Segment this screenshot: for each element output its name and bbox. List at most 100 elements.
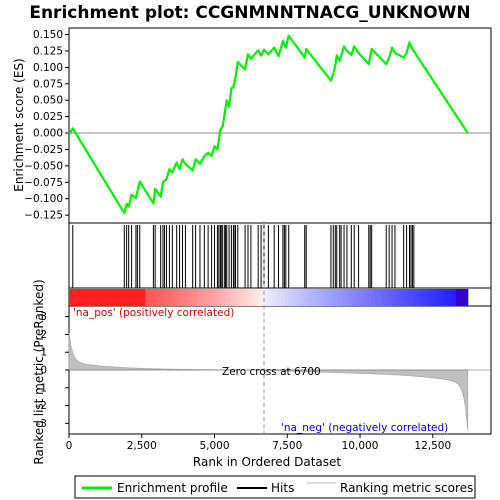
gradient-segment — [218, 289, 223, 306]
gradient-segment — [265, 289, 269, 306]
gradient-segment — [407, 289, 412, 306]
gradient-segment — [248, 289, 253, 306]
gradient-segment — [158, 289, 163, 306]
es-y-tick-label: −0.125 — [24, 210, 63, 222]
gradient-segment — [374, 289, 379, 306]
gradient-segment — [384, 289, 389, 306]
metric-y-tick-label: 3 — [40, 311, 47, 323]
gradient-segment — [185, 289, 190, 306]
gradient-segment — [172, 289, 176, 306]
gradient-segment — [231, 289, 236, 306]
gradient-segment — [308, 289, 313, 306]
gradient-segment — [148, 289, 153, 306]
gradient-segment — [348, 289, 353, 306]
gradient-segment — [411, 289, 416, 306]
gradient-end-segment — [456, 289, 468, 306]
gradient-segment — [235, 289, 240, 306]
metric-y-tick-label: 1 — [40, 347, 47, 359]
metric-y-tick-label: -2 — [37, 400, 47, 412]
gradient-segment — [268, 289, 273, 306]
metric-y-tick-label: 2 — [40, 329, 47, 341]
gradient-segment — [401, 289, 406, 306]
x-tick-label: 7,500 — [272, 440, 302, 452]
gradient-segment — [181, 289, 186, 306]
gradient-segment — [351, 289, 356, 306]
gradient-segment — [381, 289, 386, 306]
gradient-segment — [271, 289, 276, 306]
metric-y-tick-label: -1 — [37, 382, 47, 394]
gradient-segment — [358, 289, 362, 306]
gradient-segment — [404, 289, 409, 306]
es-y-tick-label: −0.050 — [24, 160, 63, 172]
es-curve-group — [68, 34, 469, 215]
x-axis-label: Rank in Ordered Dataset — [193, 455, 341, 469]
x-tick-label: 0 — [66, 440, 73, 452]
metric-y-tick-label: 0 — [40, 365, 47, 377]
x-tick-label: 10,000 — [342, 440, 379, 452]
gradient-segment — [331, 289, 336, 306]
gradient-segment — [195, 289, 200, 306]
es-y-tick-label: −0.100 — [24, 193, 63, 205]
legend-label-hits: Hits — [271, 481, 294, 495]
gradient-segment — [394, 289, 399, 306]
hits-panel — [68, 222, 492, 289]
gradient-segment — [211, 289, 216, 306]
es-y-tick-label: 0.075 — [33, 78, 63, 90]
gradient-segment — [344, 289, 349, 306]
gradient-segment — [371, 289, 376, 306]
gradient-segment — [208, 289, 213, 306]
gradient-segment — [431, 289, 436, 306]
gradient-segment — [245, 289, 250, 306]
neg-label: 'na_neg' (negatively correlated) — [281, 422, 448, 434]
rank-gradient-bar — [69, 289, 469, 306]
gradient-segment — [444, 289, 449, 306]
gradient-segment — [301, 289, 306, 306]
gradient-segment — [284, 289, 289, 306]
gradient-segment — [441, 289, 446, 306]
gradient-segment — [228, 289, 233, 306]
x-tick-label: 12,500 — [414, 440, 451, 452]
gradient-segment — [321, 289, 326, 306]
gradient-segment — [201, 289, 206, 306]
es-y-tick-label: 0.150 — [33, 29, 63, 41]
gradient-segment — [261, 289, 266, 306]
metric-y-axis: -3 -2 -1 0 1 2 3 — [37, 311, 69, 430]
gradient-segment — [368, 289, 372, 306]
es-curve-line — [68, 34, 469, 215]
gradient-segment — [364, 289, 369, 306]
pos-label: 'na_pos' (positively correlated) — [73, 307, 234, 319]
gradient-segment — [275, 289, 279, 306]
gradient-segment — [225, 289, 230, 306]
gradient-segment — [288, 289, 293, 306]
gradient-segment — [361, 289, 366, 306]
gradient-segment — [191, 289, 196, 306]
gradient-segment — [387, 289, 392, 306]
gradient-segment — [205, 289, 210, 306]
gradient-segment — [451, 289, 456, 306]
gradient-segment — [354, 289, 359, 306]
gradient-segment — [291, 289, 296, 306]
legend-box — [74, 475, 476, 499]
legend-label-metric: Ranking metric scores — [340, 481, 473, 495]
gradient-segment — [314, 289, 319, 306]
gradient-segment — [175, 289, 180, 306]
gradient-segment — [198, 289, 203, 306]
gradient-segment — [251, 289, 256, 306]
gradient-segment — [391, 289, 396, 306]
es-panel — [68, 27, 492, 224]
gradient-segment — [255, 289, 259, 306]
gradient-start-segment — [69, 289, 146, 306]
gradient-segment — [258, 289, 263, 306]
zero-cross-label: Zero cross at 6700 — [222, 366, 321, 378]
gradient-segment — [427, 289, 432, 306]
es-y-tick-label: 0.025 — [33, 111, 63, 123]
gradient-segment — [281, 289, 286, 306]
legend: Enrichment profile Hits Ranking metric s… — [74, 475, 476, 499]
metric-area-group — [68, 221, 491, 434]
gradient-segment — [437, 289, 442, 306]
gradient-segment — [294, 289, 299, 306]
x-tick-label: 2,500 — [127, 440, 157, 452]
gradient-segment — [241, 289, 246, 306]
gradient-segment — [397, 289, 402, 306]
